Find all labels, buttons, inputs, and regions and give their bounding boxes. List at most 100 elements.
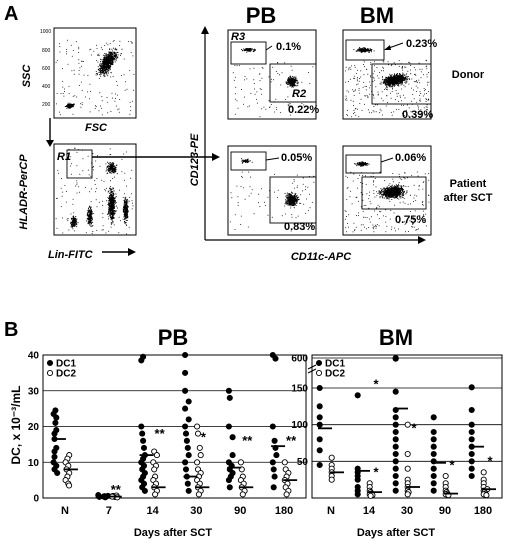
- cytometry-event: [97, 155, 98, 157]
- cytometry-event: [88, 222, 91, 224]
- cytometry-event: [256, 91, 258, 93]
- cytometry-event: [125, 219, 127, 222]
- cytometry-event: [96, 48, 98, 50]
- cytometry-event: [64, 91, 65, 92]
- cytometry-event: [353, 90, 355, 92]
- cytometry-event: [111, 48, 113, 50]
- cytometry-event: [374, 70, 376, 72]
- cytometry-event: [90, 90, 92, 92]
- cytometry-event: [404, 78, 406, 80]
- cytometry-event: [250, 176, 251, 178]
- cytometry-event: [94, 108, 96, 110]
- cytometry-event: [103, 73, 105, 75]
- cytometry-event: [415, 91, 417, 92]
- cytometry-event: [242, 161, 244, 163]
- cytometry-event: [82, 61, 84, 62]
- cytometry-event: [286, 196, 288, 198]
- cytometry-event: [420, 77, 422, 79]
- cytometry-event: [305, 212, 307, 214]
- cytometry-event: [108, 68, 110, 70]
- cytometry-event: [294, 197, 296, 199]
- cytometry-event: [62, 217, 64, 219]
- cytometry-event: [426, 68, 428, 70]
- cytometry-event: [109, 59, 111, 61]
- cytometry-event: [116, 55, 118, 57]
- cytometry-event: [292, 195, 294, 197]
- cytometry-event: [289, 103, 291, 105]
- cytometry-event: [111, 58, 113, 60]
- cytometry-event: [261, 66, 263, 68]
- cytometry-event: [69, 165, 71, 167]
- cytometry-event: [390, 79, 392, 81]
- cytometry-event: [70, 173, 72, 175]
- cytometry-event: [289, 114, 291, 116]
- cytometry-event: [295, 76, 297, 78]
- cytometry-event: [75, 218, 77, 220]
- cytometry-event: [62, 232, 64, 234]
- cytometry-event: [420, 100, 422, 102]
- cytometry-event: [100, 67, 102, 69]
- cytometry-event: [357, 108, 359, 110]
- cytometry-event: [126, 201, 128, 204]
- cytometry-event: [386, 89, 387, 90]
- cytometry-event: [379, 108, 381, 110]
- cytometry-event: [110, 212, 112, 214]
- cytometry-event: [240, 158, 243, 160]
- cytometry-event: [74, 222, 76, 224]
- cytometry-event: [370, 51, 373, 53]
- cytometry-event: [368, 51, 370, 53]
- cytometry-event: [393, 79, 395, 82]
- cytometry-event: [113, 40, 115, 41]
- cytometry-event: [275, 98, 277, 100]
- cytometry-event: [116, 59, 118, 61]
- cytometry-event: [397, 79, 400, 81]
- cytometry-event: [115, 167, 117, 169]
- cytometry-event: [245, 160, 247, 162]
- cytometry-event: [110, 208, 112, 210]
- cytometry-event: [77, 222, 79, 224]
- cytometry-event: [112, 211, 114, 212]
- cytometry-event: [122, 210, 124, 212]
- cytometry-event: [110, 204, 112, 206]
- cytometry-event: [71, 55, 73, 57]
- pb-donor-plot: R3 R2 0.1% 0.22%: [227, 29, 319, 120]
- cytometry-event: [124, 208, 126, 210]
- cytometry-event: [121, 159, 123, 161]
- cytometry-event: [132, 42, 133, 44]
- cytometry-event: [234, 64, 236, 66]
- cytometry-event: [109, 190, 111, 192]
- cytometry-event: [248, 48, 250, 50]
- cytometry-event: [109, 54, 111, 56]
- cytometry-event: [295, 80, 297, 82]
- cytometry-event: [426, 114, 427, 116]
- cytometry-event: [111, 196, 113, 198]
- cytometry-event: [63, 95, 65, 97]
- cytometry-event: [292, 81, 294, 84]
- cytometry-event: [385, 83, 387, 85]
- cytometry-event: [395, 80, 397, 82]
- cytometry-event: [290, 230, 292, 232]
- cytometry-event: [290, 205, 292, 207]
- cytometry-event: [123, 200, 125, 202]
- cytometry-event: [394, 75, 396, 77]
- cytometry-event: [289, 85, 291, 87]
- cytometry-event: [114, 210, 116, 213]
- cytometry-event: [72, 106, 74, 108]
- cytometry-event: [75, 221, 77, 223]
- cytometry-event: [108, 70, 110, 72]
- cytometry-event: [76, 182, 78, 184]
- cytometry-event: [258, 202, 259, 204]
- cytometry-event: [425, 98, 427, 100]
- cytometry-event: [87, 209, 89, 211]
- cytometry-event: [285, 195, 287, 197]
- cytometry-event: [361, 110, 363, 111]
- cytometry-event: [130, 177, 132, 179]
- cytometry-event: [78, 48, 80, 50]
- cytometry-event: [406, 81, 408, 83]
- cytometry-event: [290, 207, 292, 209]
- cytometry-event: [70, 218, 73, 220]
- cytometry-event: [78, 73, 80, 75]
- cytometry-event: [387, 83, 389, 85]
- cytometry-event: [391, 198, 393, 201]
- cytometry-event: [382, 77, 384, 79]
